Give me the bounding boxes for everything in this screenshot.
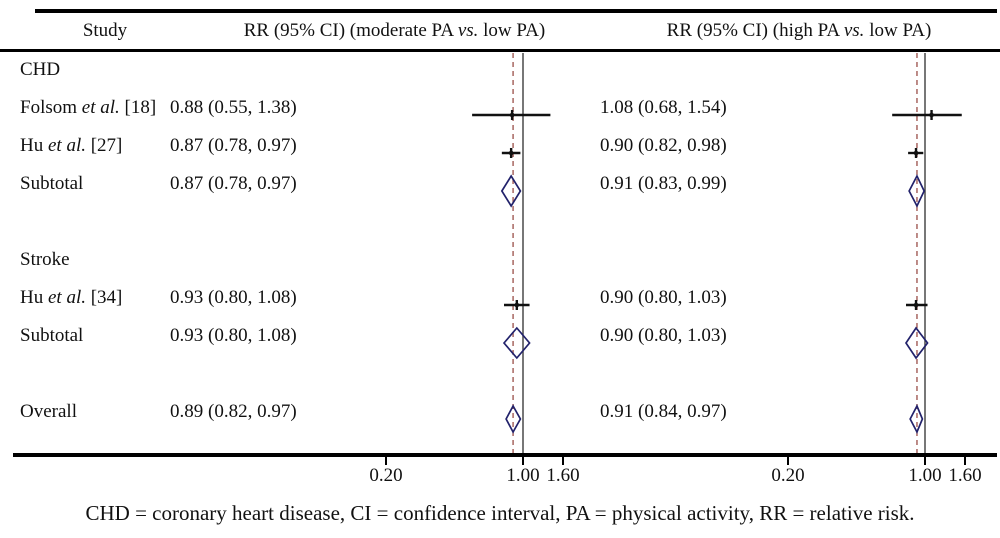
rr-ci-value: 0.93 (0.80, 1.08) [170, 325, 297, 346]
rr-ci-value: 0.93 (0.80, 1.08) [170, 287, 297, 308]
study-column-header-label: Study [82, 20, 128, 41]
rr-ci-value: 1.08 (0.68, 1.54) [600, 97, 727, 118]
study-column-header: Study [55, 20, 155, 42]
study-label-part: et al. [47, 287, 86, 308]
rr-ci-value: 0.90 (0.80, 1.03) [600, 287, 727, 308]
overall-diamond [505, 404, 522, 434]
axis-tick [964, 456, 966, 465]
subtotal-diamond [500, 174, 522, 208]
axis-tick-label: 0.20 [771, 465, 805, 486]
axis-tick-label: 1.00 [908, 465, 942, 486]
moderate-header-text-end: low PA) [478, 20, 546, 41]
subtotal-diamond [502, 326, 531, 360]
study-label-part: [27] [85, 135, 123, 156]
moderate-header-text: RR (95% CI) (moderate PA [243, 20, 458, 41]
high-header-vs: vs. [843, 20, 865, 41]
rr-ci-value: 0.87 (0.78, 0.97) [170, 173, 297, 194]
study-label: Hu et al. [34] [20, 285, 122, 311]
axis-tick-label: 0.20 [369, 465, 403, 486]
axis-tick [562, 456, 564, 465]
rr-ci-value: 0.87 (0.78, 0.97) [170, 135, 297, 156]
study-label: Folsom et al. [18] [20, 95, 156, 121]
axis-tick-label: 1.00 [506, 465, 540, 486]
rr-ci-value: 0.90 (0.80, 1.03) [600, 325, 727, 346]
group-label: Stroke [20, 249, 70, 270]
study-label-part: [34] [85, 287, 123, 308]
top-rule [35, 9, 997, 13]
rr-ci-value: 0.91 (0.83, 0.99) [600, 173, 727, 194]
study-label-part: Hu [20, 135, 48, 156]
rr-ci-value: 0.89 (0.82, 0.97) [170, 401, 297, 422]
axis-rule [13, 453, 997, 457]
subtotal-diamond [904, 326, 929, 360]
study-label: Overall [20, 401, 77, 422]
rr-ci-value: 0.91 (0.84, 0.97) [600, 401, 727, 422]
high-header-text-end: low PA) [864, 20, 932, 41]
study-label-part: et al. [47, 135, 86, 156]
header-separator-rule [0, 49, 1000, 52]
point-estimate-marker [510, 113, 514, 117]
point-estimate-marker [914, 303, 918, 307]
axis-tick [385, 456, 387, 465]
moderate-column-header: RR (95% CI) (moderate PA vs. low PA) [222, 20, 567, 42]
footnote: CHD = coronary heart disease, CI = confi… [85, 501, 915, 525]
point-estimate-marker [515, 303, 519, 307]
group-label: CHD [20, 59, 61, 80]
axis-tick-label: 1.60 [546, 465, 580, 486]
axis-tick [924, 456, 926, 465]
point-estimate-marker [929, 113, 934, 117]
rr-ci-value: 0.88 (0.55, 1.38) [170, 97, 297, 118]
subtotal-diamond [908, 174, 926, 208]
study-label-part: Folsom [20, 97, 82, 118]
axis-tick [522, 456, 524, 465]
point-estimate-marker [509, 151, 513, 155]
axis-tick-label: 1.60 [948, 465, 982, 486]
study-label-part: [18] [119, 97, 157, 118]
moderate-header-vs: vs. [457, 20, 479, 41]
study-label: Subtotal [20, 325, 84, 346]
point-estimate-marker [914, 151, 918, 155]
study-label: Subtotal [20, 173, 84, 194]
rr-ci-value: 0.90 (0.82, 0.98) [600, 135, 727, 156]
high-column-header: RR (95% CI) (high PA vs. low PA) [638, 20, 960, 42]
study-label-part: Hu [20, 287, 48, 308]
overall-diamond [909, 404, 924, 434]
axis-tick [787, 456, 789, 465]
high-header-text: RR (95% CI) (high PA [666, 20, 844, 41]
study-label-part: et al. [81, 97, 120, 118]
study-label: Hu et al. [27] [20, 133, 122, 159]
